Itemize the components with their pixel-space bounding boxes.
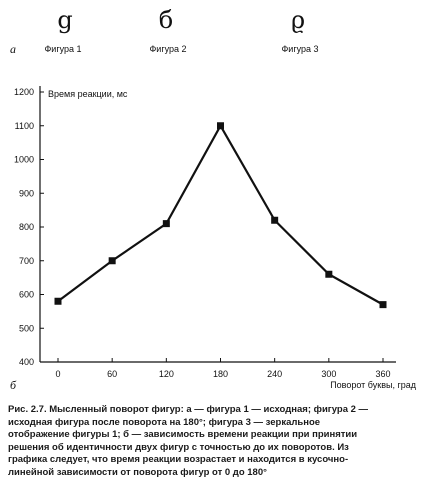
y-tick-label: 1000	[14, 155, 34, 165]
caption-line: исходная фигура после поворота на 180°; …	[8, 416, 321, 428]
caption-line: Рис. 2.7. Мысленный поворот фигур: а — ф…	[8, 404, 369, 415]
y-tick-label: 700	[19, 256, 34, 266]
y-tick-label: 1100	[15, 121, 34, 131]
y-axis-label: Время реакции, мс	[48, 89, 128, 99]
figure-2-label: Фигура 2	[149, 44, 187, 54]
data-point	[108, 257, 116, 265]
reaction-time-chart: Время реакции, мс Поворот буквы, град б …	[10, 86, 417, 392]
y-tick-label: 500	[19, 323, 34, 333]
y-tick-label: 600	[19, 290, 34, 300]
panel-b-label: б	[10, 378, 17, 392]
x-tick-label: 360	[375, 369, 390, 379]
figure-2-glyph: б	[158, 6, 174, 34]
series-line	[57, 123, 384, 306]
x-tick-label: 60	[107, 369, 117, 379]
figure-3-label: Фигура 3	[281, 44, 319, 54]
y-tick-label: 900	[19, 188, 34, 198]
y-tick-label: 400	[19, 357, 34, 367]
data-point	[217, 122, 224, 130]
x-tick-label: 240	[267, 369, 282, 379]
caption-line: линейной зависимости от поворота фигур о…	[8, 466, 267, 478]
data-point	[162, 220, 170, 228]
y-tick-label: 800	[19, 222, 34, 232]
caption-line: графика следует, что время реакции возра…	[8, 454, 349, 465]
caption-line: отображение фигуры 1; б — зависимость вр…	[8, 429, 358, 440]
data-point	[379, 301, 387, 309]
panel-a-label: а	[10, 42, 16, 56]
data-point	[325, 270, 333, 278]
x-axis-label: Поворот буквы, град	[330, 380, 417, 390]
figure-1-label: Фигура 1	[44, 44, 82, 54]
data-point	[54, 297, 62, 305]
x-tick-label: 180	[213, 369, 228, 379]
caption-line: решения об идентичности двух фигур с точ…	[8, 441, 349, 453]
figure-caption: Рис. 2.7. Мысленный поворот фигур: а — ф…	[8, 404, 418, 479]
x-tick-label: 120	[159, 369, 174, 379]
figure-3-glyph: ϱ	[290, 6, 306, 34]
x-tick-label: 0	[55, 369, 60, 379]
y-tick-label: 1200	[14, 87, 34, 97]
data-point	[271, 216, 279, 224]
figure-1-glyph: g	[57, 6, 73, 34]
x-tick-label: 300	[321, 369, 336, 379]
